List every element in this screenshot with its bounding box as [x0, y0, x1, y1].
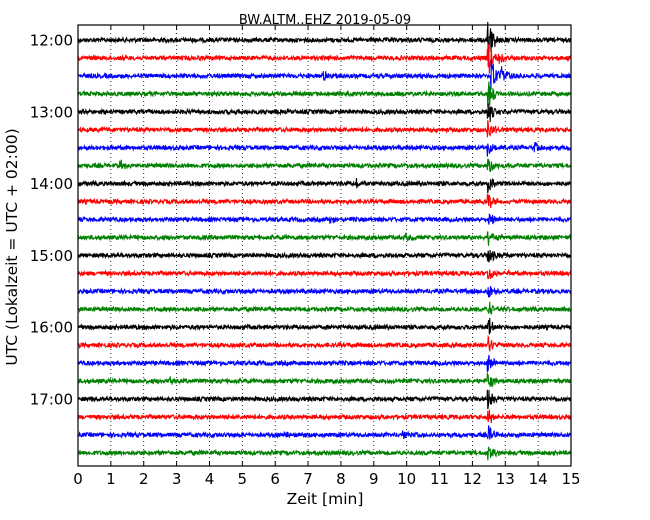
seismic-trace: [77, 409, 572, 424]
y-tick-label: 12:00: [30, 32, 73, 50]
x-tick-label: 12: [463, 470, 482, 488]
chart-title: BW.ALTM..EHZ 2019-05-09: [239, 13, 411, 28]
x-tick-label: 1: [106, 470, 116, 488]
seismic-trace: [77, 286, 572, 298]
seismic-trace: [77, 44, 572, 74]
grid: [110, 25, 539, 466]
seismic-trace: [77, 372, 572, 388]
y-axis-ticks: 12:00 13:00 14:00 15:00 16:00 17:00: [30, 32, 571, 409]
seismic-trace: [77, 81, 572, 108]
seismic-trace: [77, 425, 572, 440]
x-tick-label: 4: [205, 470, 215, 488]
seismic-trace: [77, 269, 572, 280]
seismic-trace: [77, 354, 572, 373]
seismic-trace: [77, 120, 572, 138]
x-tick-label: 13: [496, 470, 515, 488]
y-tick-label: 14:00: [30, 175, 73, 193]
seismic-trace: [77, 178, 572, 194]
x-tick-label: 8: [336, 470, 346, 488]
x-tick-label: 5: [238, 470, 248, 488]
seismic-trace: [77, 158, 572, 173]
y-tick-label: 17:00: [30, 391, 73, 409]
seismic-trace: [77, 193, 572, 208]
seismic-trace: [77, 301, 572, 315]
x-tick-label: 3: [172, 470, 182, 488]
seismic-trace: [77, 141, 572, 157]
x-tick-label: 10: [397, 470, 416, 488]
seismic-trace: [77, 103, 572, 123]
plot-frame: [77, 24, 572, 467]
seismic-trace: [77, 213, 572, 225]
seismic-trace: [77, 334, 572, 352]
y-tick-label: 13:00: [30, 103, 73, 121]
x-tick-label: 6: [270, 470, 280, 488]
x-tick-label: 11: [430, 470, 449, 488]
y-axis-label: UTC (Lokalzeit = UTC + 02:00): [3, 128, 21, 365]
seismic-trace: [77, 317, 572, 335]
y-tick-label: 15:00: [30, 247, 73, 265]
x-tick-label: 7: [303, 470, 313, 488]
y-tick-label: 16:00: [30, 319, 73, 337]
trace-group: [77, 21, 572, 461]
seismic-trace: [77, 249, 572, 263]
x-tick-label: 0: [73, 470, 83, 488]
x-tick-label: 9: [369, 470, 379, 488]
x-axis-ticks: 0 1 2 3 4 5 6 7 8 9 10 11 12 13 14 15: [73, 25, 581, 488]
seismic-trace: [77, 389, 572, 410]
seismic-trace: [77, 231, 572, 246]
x-tick-label: 2: [139, 470, 149, 488]
x-tick-label: 14: [529, 470, 548, 488]
x-tick-label: 15: [561, 470, 580, 488]
seismic-trace: [77, 60, 572, 91]
x-axis-label: Zeit [min]: [287, 490, 364, 508]
seismic-trace: [77, 446, 572, 461]
